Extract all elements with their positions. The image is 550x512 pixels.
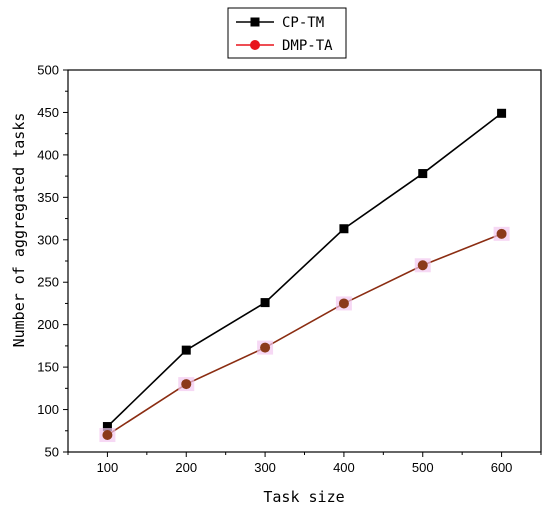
y-tick-label: 350 — [37, 190, 59, 205]
legend-marker — [250, 40, 260, 50]
data-point — [181, 379, 192, 390]
data-point — [260, 342, 271, 353]
y-tick-label: 500 — [37, 63, 59, 78]
x-tick-label: 600 — [491, 460, 513, 475]
plot-frame — [67, 69, 542, 453]
series-line — [106, 233, 502, 436]
legend-item: DMP-TA — [236, 38, 333, 54]
legend-box — [227, 7, 347, 59]
data-point — [181, 345, 191, 355]
plot-border — [67, 69, 542, 453]
y-tick-label: 150 — [37, 360, 59, 375]
y-axis-title: Number of aggregated tasks — [10, 113, 28, 348]
series-cp-tm — [102, 108, 507, 432]
series-layer — [99, 108, 510, 443]
data-point — [339, 224, 349, 234]
data-point — [102, 430, 113, 441]
x-axis-title: Task size — [263, 488, 344, 506]
y-tick-label: 250 — [37, 275, 59, 290]
series-line — [106, 112, 503, 428]
legend-item: CP-TM — [236, 15, 324, 31]
data-point — [497, 108, 507, 118]
data-point — [260, 298, 270, 308]
data-point — [417, 260, 428, 271]
x-axis: 100 200 300 400 500 600 — [67, 452, 542, 475]
x-tick-label: 200 — [175, 460, 197, 475]
x-tick-label: 100 — [97, 460, 119, 475]
legend-label: CP-TM — [282, 15, 324, 31]
legend-marker — [250, 17, 260, 27]
y-tick-label: 100 — [37, 402, 59, 417]
y-tick-label: 50 — [45, 445, 59, 460]
y-tick-label: 450 — [37, 105, 59, 120]
legend-label: DMP-TA — [282, 38, 333, 54]
series-dmp-ta — [99, 226, 510, 443]
data-point — [418, 169, 428, 179]
y-tick-label: 200 — [37, 317, 59, 332]
y-tick-label: 400 — [37, 147, 59, 162]
data-point — [338, 298, 349, 309]
x-tick-label: 300 — [254, 460, 276, 475]
y-tick-label: 300 — [37, 232, 59, 247]
data-point — [496, 228, 507, 239]
legend: CP-TM DMP-TA — [227, 7, 347, 59]
x-tick-label: 400 — [333, 460, 355, 475]
x-tick-label: 500 — [412, 460, 434, 475]
y-axis: 50 100 150 200 250 300 350 400 450 500 — [37, 63, 68, 460]
data-point — [102, 422, 112, 432]
